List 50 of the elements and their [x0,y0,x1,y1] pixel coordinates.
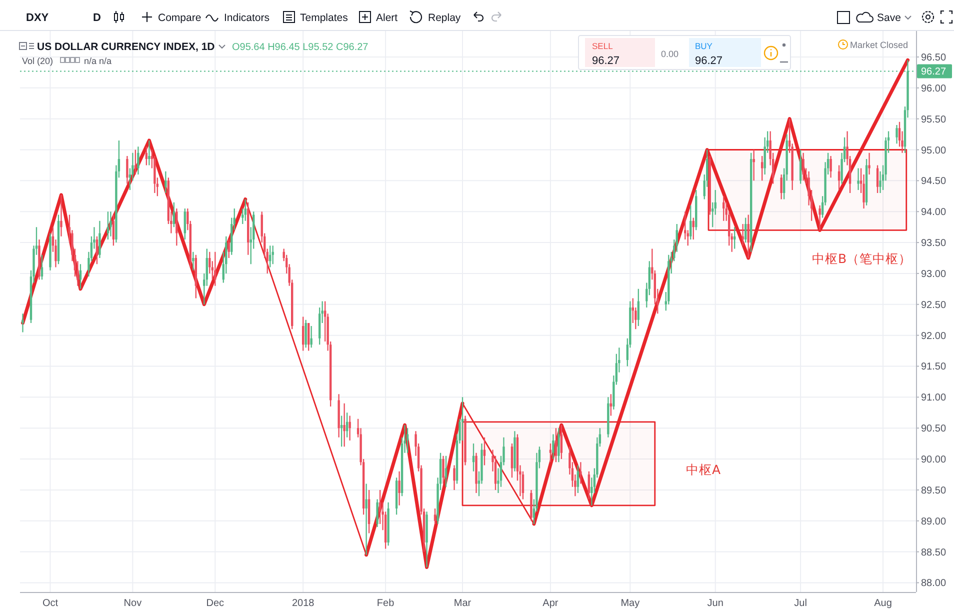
x-tick-label: Jun [707,598,724,609]
annotation: n/a n/a [84,56,112,66]
ref-line-label: 96.27 [921,66,946,78]
x-tick-label: Jul [794,598,807,609]
y-tick-label: 96.50 [921,52,946,64]
x-tick-label: Dec [206,598,224,609]
annotation: 中枢B（笔中枢） [812,251,912,266]
text: DXY [26,12,50,24]
annotation: 96.27 [592,55,620,67]
y-tick-label: 94.00 [921,207,946,218]
text: US DOLLAR CURRENCY INDEX, 1D [37,41,216,53]
y-tick-label: 91.50 [921,362,946,373]
y-tick-label: 91.00 [921,392,946,404]
x-tick-label: 2018 [292,598,315,609]
text: Templates [300,12,348,24]
y-tick-label: 96.00 [921,83,946,94]
text: D [93,12,101,24]
x-tick-label: Oct [42,598,58,609]
x-tick-label: Nov [124,598,142,609]
text: O95.64 H96.45 L95.52 C96.27 [232,42,369,53]
text: Alert [376,12,398,24]
annotation: 中枢A [686,462,721,477]
x-tick-label: Apr [542,598,559,609]
text: Save [877,12,902,24]
x-tick-label: Aug [874,598,892,609]
y-tick-label: 88.50 [921,547,946,558]
y-tick-label: 92.50 [921,300,946,311]
y-tick-label: 95.50 [921,114,946,126]
annotation: 96.27 [695,55,723,67]
x-tick-label: Feb [376,598,395,609]
y-tick-label: 88.00 [921,578,946,590]
y-tick-label: 94.50 [921,176,946,188]
annotation: Market Closed [850,40,908,50]
y-tick-label: 90.00 [921,454,946,466]
y-tick-label: 90.50 [921,424,946,435]
text: Compare [158,12,202,24]
y-tick-label: 95.00 [921,145,946,156]
text: Replay [428,12,462,24]
y-tick-label: 89.00 [921,516,946,528]
y-tick-label: 92.00 [921,330,946,342]
text: Indicators [224,12,270,24]
annotation: 0.00 [661,49,679,59]
y-tick-label: 93.00 [921,268,946,280]
annotation: BUY [695,41,713,51]
x-tick-label: May [620,598,640,609]
y-tick-label: 93.50 [921,238,946,250]
annotation: Vol (20) [22,56,54,66]
y-tick-label: 89.50 [921,485,946,496]
x-tick-label: Mar [454,598,472,609]
annotation: SELL [592,41,614,51]
